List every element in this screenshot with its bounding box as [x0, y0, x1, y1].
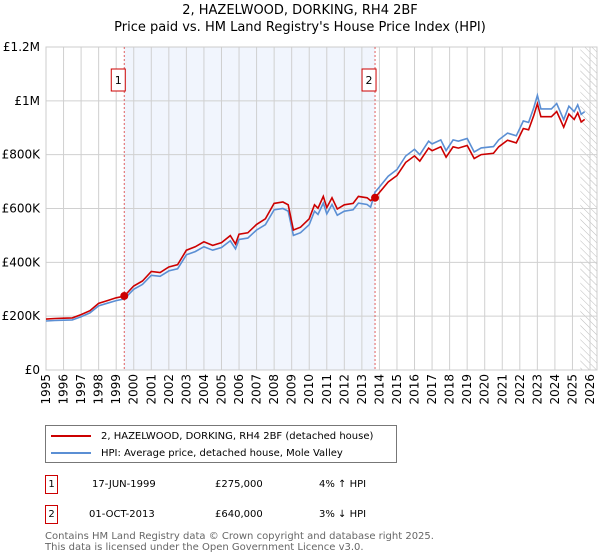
footer: Contains HM Land Registry data © Crown c… [45, 531, 434, 553]
transaction-row: 2 01-OCT-2013 £640,000 3% ↓ HPI [45, 505, 445, 525]
legend-label-property: 2, HAZELWOOD, DORKING, RH4 2BF (detached… [101, 430, 374, 442]
transaction-hpi-delta: 4% ↑ HPI [319, 479, 367, 490]
x-tick-label: 2008 [267, 374, 281, 405]
x-tick-label: 2014 [372, 374, 386, 405]
legend-label-hpi: HPI: Average price, detached house, Mole… [101, 447, 343, 459]
x-tick-label: 2007 [250, 374, 264, 405]
transaction-badge: 2 [45, 505, 58, 524]
x-tick-label: 2013 [355, 374, 369, 405]
x-tick-label: 2002 [162, 374, 176, 405]
x-tick-label: 2012 [337, 374, 351, 405]
x-tick-label: 1997 [74, 374, 88, 405]
x-tick-label: 2018 [443, 374, 457, 405]
x-tick-label: 2005 [214, 374, 228, 405]
price-chart: 1995 1996 1997 1998 1999 2000 2001 2002 2003 2004… [2, 40, 598, 405]
sale-point [120, 291, 129, 300]
x-tick-label: 2026 [583, 374, 597, 405]
transaction-price: £275,000 [215, 479, 263, 490]
x-tick-label: 2019 [460, 374, 474, 405]
x-tick-label: 2011 [320, 374, 334, 405]
x-tick-label: 2025 [565, 374, 579, 405]
footer-licence: This data is licensed under the Open Gov… [45, 542, 364, 553]
sale-point [371, 193, 380, 202]
x-tick-label: 2020 [478, 374, 492, 405]
x-tick-label: 2006 [232, 374, 246, 405]
x-tick-label: 2001 [144, 374, 158, 405]
x-tick-label: 1999 [109, 374, 123, 405]
chart-title: 2, HAZELWOOD, DORKING, RH4 2BF [182, 3, 418, 18]
x-tick-label: 1998 [92, 374, 106, 405]
x-tick-label: 2009 [285, 374, 299, 405]
sale-marker-label: 1 [115, 74, 122, 87]
chart-subtitle: Price paid vs. HM Land Registry's House … [114, 20, 486, 35]
legend-item-hpi: HPI: Average price, detached house, Mole… [51, 445, 343, 461]
legend: 2, HAZELWOOD, DORKING, RH4 2BF (detached… [45, 425, 397, 463]
transaction-price: £640,000 [215, 509, 263, 520]
x-tick-label: 2015 [390, 374, 404, 405]
y-tick-label: £200K [2, 309, 42, 323]
legend-item-property: 2, HAZELWOOD, DORKING, RH4 2BF (detached… [51, 428, 373, 444]
sale-marker-badge [110, 68, 126, 92]
y-tick-label: £600K [2, 202, 42, 216]
x-tick-label: 2023 [530, 374, 544, 405]
y-tick-label: £0 [25, 363, 40, 377]
x-tick-label: 2024 [548, 374, 562, 405]
x-tick-label: 2003 [179, 374, 193, 405]
x-tick-label: 2017 [425, 374, 439, 405]
footer-copyright: Contains HM Land Registry data © Crown c… [45, 531, 434, 542]
x-tick-label: 2010 [302, 374, 316, 405]
hpi-line [45, 92, 586, 322]
y-tick-label: £1M [14, 94, 40, 108]
x-tick-label: 2016 [408, 374, 422, 405]
legend-swatch-property [51, 435, 91, 437]
y-tick-label: £1.2M [3, 40, 40, 54]
y-tick-label: £400K [2, 255, 42, 269]
property-price-line [45, 100, 586, 320]
x-tick-label: 1996 [57, 374, 71, 405]
x-tick-label: 1995 [39, 374, 53, 405]
x-tick-label: 2004 [197, 374, 211, 405]
y-tick-label: £800K [2, 148, 42, 162]
x-tick-label: 2000 [127, 374, 141, 405]
legend-swatch-hpi [51, 452, 91, 454]
x-tick-label: 2022 [513, 374, 527, 405]
transaction-hpi-delta: 3% ↓ HPI [319, 509, 367, 520]
transaction-date: 17-JUN-1999 [92, 479, 156, 490]
x-tick-label: 2021 [495, 374, 509, 405]
plot-frame [45, 46, 598, 371]
transaction-date: 01-OCT-2013 [89, 509, 155, 520]
transaction-badge: 1 [45, 475, 58, 494]
sale-marker-badge [361, 68, 377, 92]
transaction-row: 1 17-JUN-1999 £275,000 4% ↑ HPI [45, 475, 445, 495]
sale-marker-label: 2 [366, 74, 373, 87]
